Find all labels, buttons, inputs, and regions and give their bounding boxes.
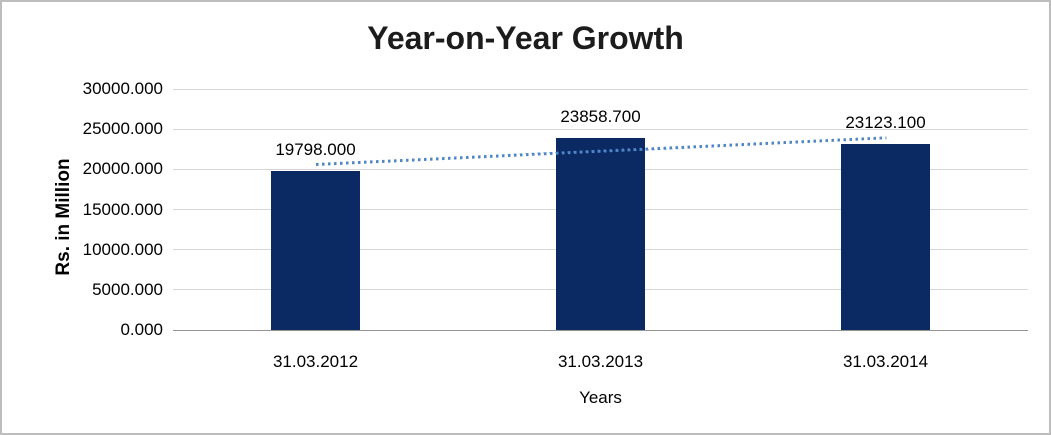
data-label: 23123.100 [845,113,926,133]
data-label: 23858.700 [560,107,641,127]
bar [556,138,645,330]
y-tick-label: 0.000 [120,320,163,339]
x-tick-label: 31.03.2012 [272,352,359,371]
y-tick-label: 10000.000 [82,239,163,259]
bar [841,144,930,330]
y-tick-label: 20000.000 [82,159,163,179]
y-tick-label: 30000.000 [82,79,163,98]
x-tick-label: 31.03.2014 [842,352,929,371]
y-tick-label: 15000.000 [82,199,163,219]
y-tick-label: 5000.000 [92,279,163,299]
y-tick-label: 25000.000 [82,119,163,139]
bar [271,170,360,330]
data-label: 19798.000 [275,139,356,159]
x-axis-line [173,329,1028,331]
chart-title: Year-on-Year Growth [367,20,684,56]
x-axis-title: Years [579,388,622,407]
x-tick-label: 31.03.2013 [557,352,644,371]
gridline [173,128,1028,130]
gridline [173,88,1028,90]
